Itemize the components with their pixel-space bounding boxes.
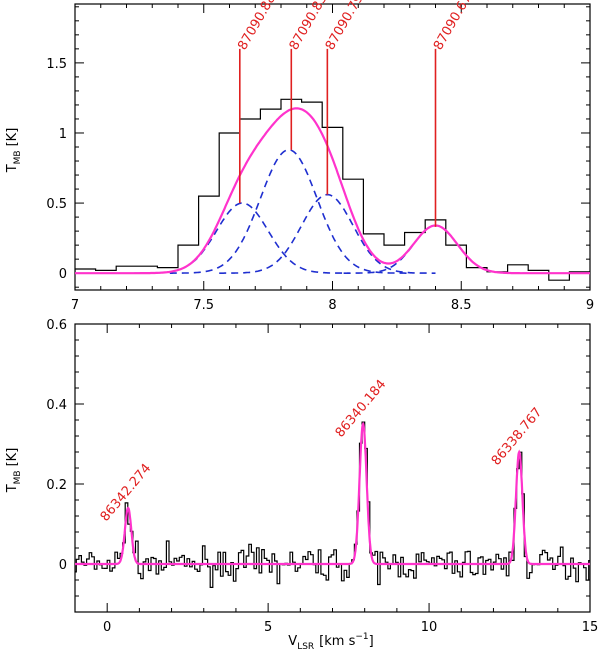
gaussian-component-comp2: [169, 148, 408, 274]
transition-frequency-label: 87090.675: [431, 0, 479, 53]
bottom-x-tick-label: 10: [421, 620, 438, 635]
gaussian-component-comp1: [134, 202, 351, 274]
transition-frequency-label: 87090.791: [323, 0, 371, 53]
top-x-tick-label: 7: [71, 298, 79, 313]
bottom-total-fit: [75, 421, 590, 566]
top-y-tick-label: 1.5: [46, 57, 67, 72]
bottom-y-tick-label: 0.2: [46, 478, 67, 493]
top-x-tick-label: 8.5: [451, 298, 472, 313]
bottom-fit-curve: [75, 421, 590, 566]
top-total-fit: [75, 107, 590, 275]
bottom-y-tick-label: 0.6: [46, 318, 67, 333]
top-observed-spectrum: [75, 98, 590, 281]
bottom-x-axis-label: VLSR [km s−1]: [288, 632, 373, 652]
gaussian-component-comp4: [343, 224, 528, 274]
top-x-tick-label: 8: [328, 298, 336, 313]
transition-frequency-label: 87090.886: [235, 0, 283, 53]
bottom-x-tick-label: 15: [582, 620, 599, 635]
top-x-tick-label: 7.5: [193, 298, 214, 313]
top-y-tick-label: 1: [59, 127, 67, 142]
bottom-observed-spectrum: [75, 421, 590, 588]
top-fit-curve: [75, 107, 590, 275]
bottom-y-axis-label: TMB[K]: [5, 448, 23, 494]
bottom-histogram-line: [75, 421, 590, 588]
top-gaussian-components: [134, 148, 528, 274]
top-x-tick-label: 9: [586, 298, 594, 313]
bottom-x-tick-label: 0: [103, 620, 111, 635]
top-panel: 7 7.5 8 8.5 900.511.5 87090.886 87090.8348709…: [5, 0, 594, 313]
bottom-y-tick-label: 0: [59, 558, 67, 573]
bottom-y-tick-label: 0.4: [46, 398, 67, 413]
top-histogram-line: [75, 98, 590, 281]
top-axis-ticks: 7 7.5 8 8.5 9 0 0.5 1 1.5: [46, 4, 594, 313]
top-y-tick-label: 0.5: [46, 197, 67, 212]
gaussian-component-comp3: [219, 193, 436, 274]
bottom-plot-frame: [74, 323, 591, 613]
bottom-axis-ticks: 0 5 10 15 0 0.2 0.4 0.6: [46, 318, 598, 635]
top-y-tick-label: 0: [59, 267, 67, 282]
bottom-x-tick-label: 5: [264, 620, 272, 635]
top-y-axis-label: TMB[K]: [5, 128, 23, 174]
